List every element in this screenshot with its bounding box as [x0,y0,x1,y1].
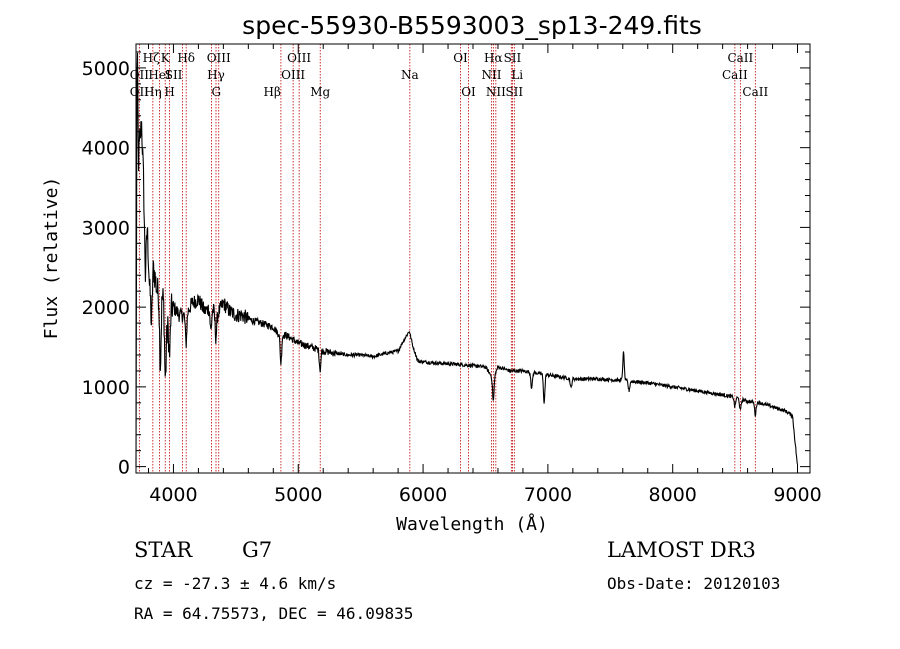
y-axis-label: Flux (relative) [41,177,62,340]
y-tick-label: 3000 [82,217,130,239]
line-label-oiii: OIII [281,68,305,82]
x-tick-label: 7000 [524,484,572,506]
x-tick-label: 4000 [149,484,197,506]
line-label-hα: Hα [484,51,503,65]
line-label-nii: NII [486,85,506,99]
line-label-nii: NII [481,68,501,82]
spectral-line-labels: OIIOIIHηHζHeIKHSIIHδGHγOIIIHβOIIIOIIIMgN… [130,51,769,99]
plot-frame [135,43,811,474]
survey-name: LAMOST DR3 [607,538,756,562]
x-axis-label: Wavelength (Å) [396,513,548,535]
line-label-hβ: Hβ [264,85,281,99]
line-label-sii: SII [165,68,183,82]
line-label-hη: Hη [144,85,162,99]
line-label-oi: OI [461,85,476,99]
object-class: STAR [134,538,193,562]
spectrum-line [135,52,798,467]
y-tick-label: 2000 [82,297,130,319]
chart-title: spec-55930-B5593003_sp13-249.fits [242,11,702,40]
object-subclass: G7 [242,538,273,562]
line-label-oii: OII [130,85,150,99]
line-label-sii: SII [505,85,523,99]
line-label-na: Na [401,68,419,82]
line-label-hγ: Hγ [207,68,225,82]
x-tick-label: 8000 [649,484,697,506]
line-label-sii: SII [504,51,522,65]
spectral-line-markers [138,44,756,473]
line-label-oiii: OIII [287,51,311,65]
velocity-text: cz = -27.3 ± 4.6 km/s [134,574,337,593]
line-label-caii: CaII [742,85,768,99]
x-tick-label: 6000 [399,484,447,506]
x-tick-label: 5000 [274,484,322,506]
line-label-oiii: OIII [207,51,231,65]
line-label-hζ: Hζ [143,51,160,65]
line-label-mg: Mg [310,85,330,99]
line-label-li: Li [511,68,523,82]
x-axis-ticks: 4000 5000 6000 7000 8000 9000 [147,44,822,506]
line-label-g: G [212,85,222,99]
line-label-oii: OII [130,68,150,82]
line-label-k: K [161,51,171,65]
line-label-oi: OI [453,51,468,65]
y-tick-label: 1000 [82,377,130,399]
y-axis-ticks: 0 1000 2000 3000 4000 5000 [82,51,810,479]
y-tick-label: 5000 [82,58,130,80]
x-tick-label: 9000 [773,484,821,506]
line-label-caii: CaII [727,51,753,65]
y-tick-label: 4000 [82,138,130,160]
line-label-h: H [164,85,174,99]
line-label-caii: CaII [722,68,748,82]
line-label-hδ: Hδ [177,51,195,65]
line-label-hei: HeI [148,68,171,82]
obs-date: Obs-Date: 20120103 [607,574,781,593]
coordinates-text: RA = 64.75573, DEC = 46.09835 [134,604,414,623]
y-tick-label: 0 [118,457,130,479]
